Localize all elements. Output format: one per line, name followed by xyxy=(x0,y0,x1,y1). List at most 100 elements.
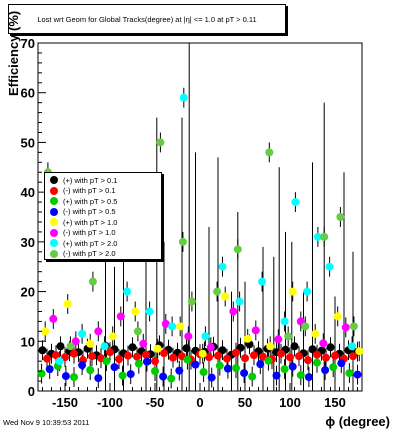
legend: (+) with pT > 0.1 (-) with pT > 0.1 (+) wi… xyxy=(44,172,162,260)
data-point xyxy=(221,292,230,301)
data-point xyxy=(108,332,117,341)
data-point xyxy=(235,297,244,306)
data-point xyxy=(123,287,132,296)
data-point xyxy=(232,348,240,357)
data-point xyxy=(61,372,70,381)
x-axis: -150 -100 -50 0 50 100 150 xyxy=(42,383,358,410)
data-point xyxy=(118,371,127,380)
data-point xyxy=(199,368,208,377)
data-point xyxy=(329,363,338,372)
data-point xyxy=(223,364,232,373)
data-point xyxy=(331,351,339,360)
data-point xyxy=(134,359,143,368)
data-point xyxy=(88,277,97,286)
legend-label: (+) with pT > 1.0 xyxy=(63,217,118,227)
legend-marker-icon xyxy=(50,207,58,216)
data-point xyxy=(169,353,177,362)
data-point xyxy=(313,350,321,359)
data-point xyxy=(41,327,50,336)
data-point xyxy=(277,349,285,358)
data-point xyxy=(319,339,328,348)
data-point xyxy=(304,373,313,382)
data-point xyxy=(265,148,274,157)
data-point xyxy=(250,351,258,360)
data-point xyxy=(232,364,240,373)
legend-item: (+) with pT > 1.0 xyxy=(45,217,161,228)
legend-marker-icon xyxy=(50,218,58,227)
chart-title-box: Lost wrt Geom for Global Tracks(degree) … xyxy=(8,4,286,34)
data-point xyxy=(183,355,192,364)
chart-title: Lost wrt Geom for Global Tracks(degree) … xyxy=(37,14,257,24)
data-point xyxy=(291,198,300,207)
data-points xyxy=(37,93,364,383)
y-tick-label: 70 xyxy=(21,36,35,51)
legend-marker-icon xyxy=(50,239,58,248)
data-point xyxy=(86,339,95,348)
data-point xyxy=(175,366,184,375)
data-point xyxy=(151,357,159,366)
legend-label: (-) with pT > 0.5 xyxy=(63,207,116,217)
data-point xyxy=(182,344,191,353)
data-point xyxy=(178,237,187,246)
x-tick-label: 0 xyxy=(196,395,203,410)
data-point xyxy=(321,366,330,375)
legend-marker-icon xyxy=(50,197,58,206)
data-point xyxy=(126,370,135,379)
data-point xyxy=(70,349,78,358)
data-point xyxy=(49,314,58,323)
data-point xyxy=(248,372,257,381)
data-point xyxy=(139,339,148,348)
data-point xyxy=(124,351,132,360)
legend-item: (+) with pT > 0.1 xyxy=(45,175,161,186)
legend-marker-icon xyxy=(50,176,58,185)
data-point xyxy=(280,365,289,374)
data-point xyxy=(206,343,215,352)
data-point xyxy=(168,322,177,331)
legend-marker-icon xyxy=(50,186,58,195)
data-point xyxy=(106,348,114,357)
data-point xyxy=(295,352,303,361)
data-point xyxy=(88,352,96,361)
legend-item: (-) with pT > 0.5 xyxy=(45,207,161,218)
data-point xyxy=(286,353,294,362)
data-point xyxy=(313,232,322,241)
x-tick-label: 100 xyxy=(279,395,301,410)
data-point xyxy=(38,346,47,355)
data-point xyxy=(251,326,260,335)
data-point xyxy=(94,374,103,383)
data-point xyxy=(272,371,281,380)
data-point xyxy=(336,213,345,221)
data-point xyxy=(264,356,273,365)
data-point xyxy=(86,366,95,375)
data-point xyxy=(191,360,200,369)
x-tick-label: -100 xyxy=(97,395,123,410)
data-point xyxy=(63,300,72,308)
data-point xyxy=(161,319,170,328)
data-point xyxy=(301,322,310,331)
data-point xyxy=(110,363,119,372)
legend-item: (+) with pT > 0.5 xyxy=(45,196,161,207)
data-point xyxy=(52,351,60,360)
data-point xyxy=(218,346,227,355)
data-point xyxy=(116,312,125,321)
y-tick-label: 40 xyxy=(21,185,35,200)
legend-label: (+) with pT > 0.5 xyxy=(63,196,118,206)
data-point xyxy=(142,357,151,366)
timestamp-footer: Wed Nov 9 10:39:53 2011 xyxy=(3,418,90,427)
data-point xyxy=(288,362,297,371)
data-point xyxy=(43,354,51,363)
data-point xyxy=(256,360,265,369)
data-point xyxy=(341,323,350,332)
legend-item: (-) with pT > 2.0 xyxy=(45,249,161,260)
data-point xyxy=(296,371,305,380)
data-point xyxy=(215,361,224,370)
data-point xyxy=(207,373,216,382)
legend-label: (+) with pT > 2.0 xyxy=(63,238,118,248)
data-point xyxy=(184,332,193,341)
data-point xyxy=(100,342,109,351)
data-point xyxy=(303,287,312,296)
legend-item: (-) with pT > 0.1 xyxy=(45,186,161,197)
data-point xyxy=(349,322,358,331)
data-point xyxy=(159,372,168,381)
data-point xyxy=(345,369,354,378)
